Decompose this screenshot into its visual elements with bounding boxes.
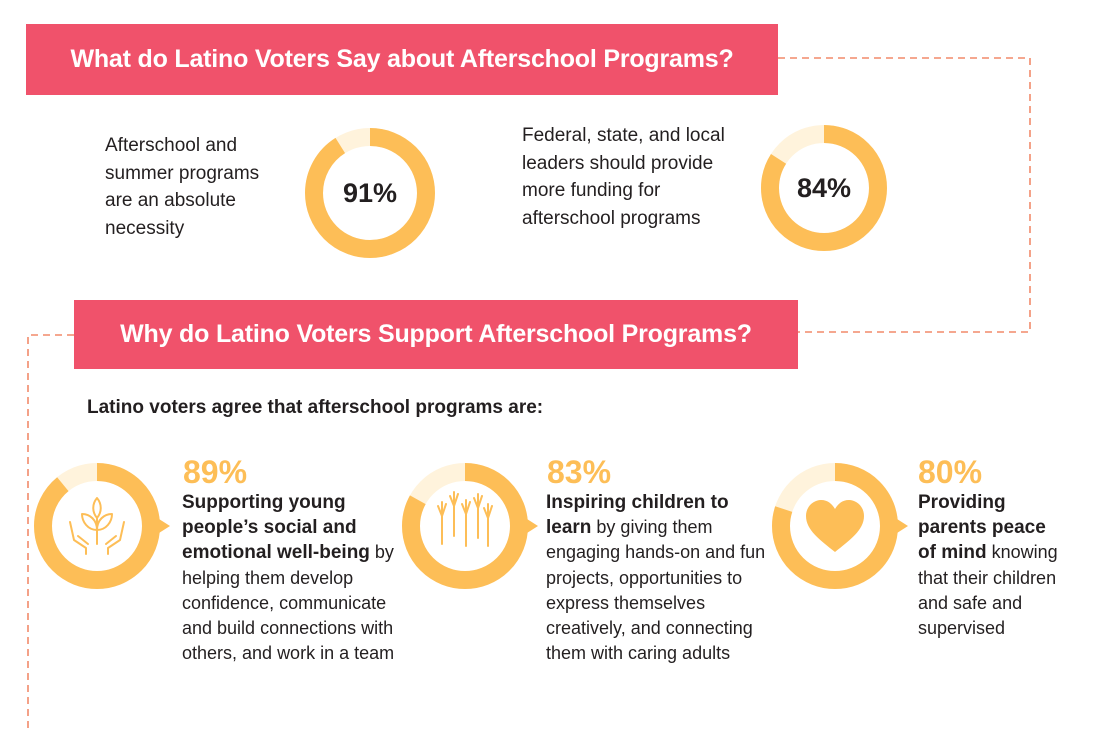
hands-plant-icon [69,497,125,555]
reason-learn-ring [402,463,538,589]
stat-necessity-text: Afterschool and summer programs are an a… [105,135,260,239]
ring-fill [761,125,887,251]
reason-parents-bold: Providing parents peace of mind [918,492,1046,564]
section1-title: What do Latino Voters Say about Aftersch… [70,45,734,73]
stat-necessity-ring [305,128,435,258]
raised-hands-icon [437,491,493,547]
section2-subtitle: Latino voters agree that afterschool pro… [87,397,544,418]
reason-social-ring [34,463,170,589]
stat-funding-percent: 84% [796,172,852,203]
stat-necessity-percent: 91% [342,177,398,208]
reason-learn-rest: by giving them engaging hands-on and fun… [546,517,766,664]
heart-icon [806,500,864,552]
reason-parents-ring [772,463,908,589]
reason-parents-text: Providing parents peace of mind knowing … [918,490,1068,641]
reason-parents-rest: knowing that their children and safe and… [918,542,1058,639]
ring-fill [305,128,435,258]
speech-pointer [516,512,538,540]
section1-title-banner: What do Latino Voters Say about Aftersch… [26,24,778,95]
reason-learn-percent: 83% [547,454,612,490]
speech-pointer [148,512,170,540]
reason-social-rest: by helping them develop confidence, comm… [182,542,395,664]
reason-social-text: Supporting young people’s social and emo… [182,490,397,666]
reason-social-bold: Supporting young people’s social and emo… [182,492,370,564]
stat-funding-text: Federal, state, and local leaders should… [522,125,725,229]
section2-title: Why do Latino Voters Support Afterschool… [120,320,752,348]
speech-pointer [886,512,908,540]
reason-learn-bold: Inspiring children to learn [546,492,729,539]
stat-funding-ring [761,125,887,251]
section2-title-banner: Why do Latino Voters Support Afterschool… [74,300,798,369]
reason-social-percent: 89% [183,454,248,490]
reason-parents-percent: 80% [918,454,983,490]
reason-learn-text: Inspiring children to learn by giving th… [546,490,776,666]
